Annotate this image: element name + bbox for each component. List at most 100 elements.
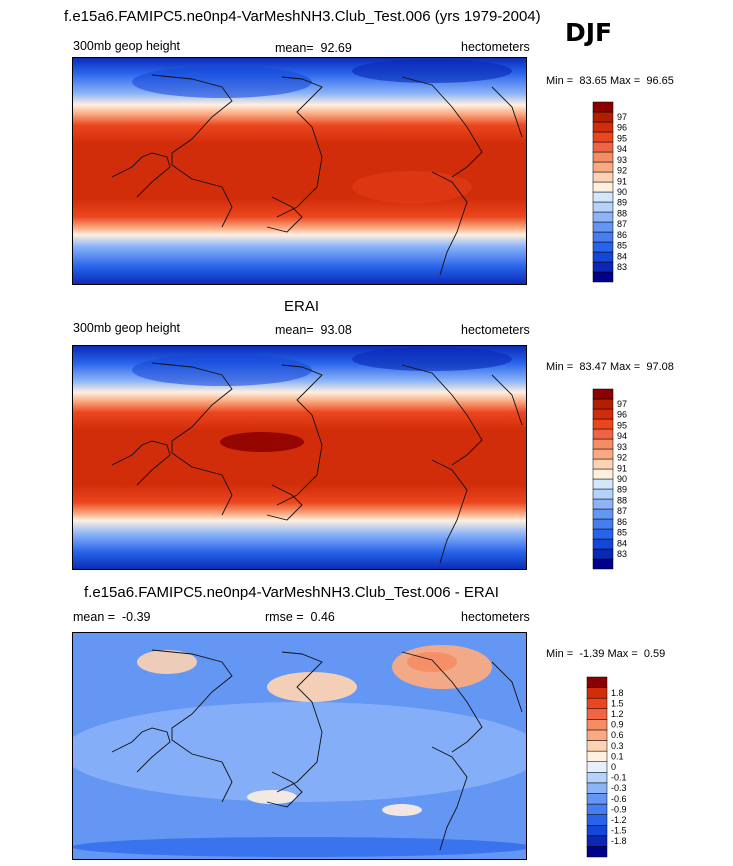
panel3-colorbar-tick-label: 0.1 xyxy=(611,751,624,761)
panel2-field-north-pacific-trough xyxy=(132,354,312,386)
panel1-colorbar-tick-label: 88 xyxy=(617,208,627,218)
panel2-colorbar-swatch xyxy=(592,458,614,470)
panel1-colorbar-swatch xyxy=(592,191,614,203)
panel2-units: hectometers xyxy=(461,323,530,337)
panel3-colorbar-swatch xyxy=(586,708,608,720)
panel3-colorbar-tick-label: 1.2 xyxy=(611,709,624,719)
panel3-colorbar-tick-label: 0 xyxy=(611,762,616,772)
panel1-colorbar-tick-label: 83 xyxy=(617,262,627,272)
panel3-colorbar-tick-label: 1.5 xyxy=(611,698,624,708)
panel2-colorbar-tick-label: 90 xyxy=(617,474,627,484)
panel3-colorbar-swatch xyxy=(586,803,608,815)
panel1-colorbar-swatch xyxy=(592,211,614,223)
panel2-colorbar-tick-label: 85 xyxy=(617,528,627,538)
panel3-colorbar-swatch xyxy=(586,772,608,784)
panel3-colorbar-swatch xyxy=(586,697,608,710)
panel3-colorbar-swatch xyxy=(586,676,608,688)
panel1-max-value: 96.65 xyxy=(646,75,674,87)
panel2-min-label: Min = xyxy=(546,361,574,373)
panel1-colorbar-tick-label: 87 xyxy=(617,219,627,229)
panel3-field-southern-positive-2 xyxy=(382,804,422,816)
panel2-colorbar-swatch xyxy=(592,418,614,430)
panel2-colorbar-tick-label: 84 xyxy=(617,538,627,548)
panel3-field-southern-positive-1 xyxy=(247,790,297,804)
panel2-colorbar-tick-label: 93 xyxy=(617,442,627,452)
panel1-mean-label: mean= xyxy=(275,41,314,55)
panel3-rmse-label: rmse = xyxy=(265,610,304,624)
panel2-colorbar-tick-label: 95 xyxy=(617,420,627,430)
panel1-colorbar-swatch xyxy=(592,141,614,153)
panel2-map xyxy=(72,345,527,570)
panel2-colorbar-tick-label: 91 xyxy=(617,463,627,473)
panel3-colorbar-swatch xyxy=(586,846,608,858)
panel3-field-tropical-band xyxy=(72,702,527,802)
panel1-map xyxy=(72,57,527,285)
panel1-colorbar-swatch xyxy=(592,251,614,263)
panel1-mean: mean= 92.69 xyxy=(275,41,352,55)
panel1-colorbar-swatch xyxy=(592,241,614,253)
panel1-minmax: Min = 83.65 Max = 96.65 xyxy=(546,75,674,87)
panel2-colorbar-swatch xyxy=(592,558,614,570)
panel2-minmax: Min = 83.47 Max = 97.08 xyxy=(546,361,674,373)
panel2-colorbar-swatch xyxy=(592,538,614,550)
panel2-colorbar-tick-label: 97 xyxy=(617,399,627,409)
panel1-colorbar-swatch xyxy=(592,111,614,123)
panel1-colorbar-swatch xyxy=(592,101,614,113)
panel2-min-value: 83.47 xyxy=(579,361,607,373)
panel1-colorbar-swatch xyxy=(592,201,614,213)
panel2-colorbar-swatch xyxy=(592,528,614,540)
panel1-colorbar-tick-label: 91 xyxy=(617,176,627,186)
panel2-colorbar-tick-label: 94 xyxy=(617,431,627,441)
panel3-colorbar-swatch xyxy=(586,782,608,794)
panel3-coastlines xyxy=(111,649,523,851)
panel3-colorbar-swatch xyxy=(586,824,608,837)
panel3-colorbar-swatch xyxy=(586,793,608,805)
panel1-units: hectometers xyxy=(461,40,530,54)
panel3-mean-label: mean = xyxy=(73,610,116,624)
panel3-colorbar-swatch xyxy=(586,719,608,731)
panel1-colorbar-swatch xyxy=(592,131,614,143)
panel2-field-siberian-low xyxy=(352,347,512,371)
panel2-colorbar-tick-label: 96 xyxy=(617,410,627,420)
panel3-colorbar-tick-label: 0.9 xyxy=(611,720,624,730)
panel2-colorbar-swatch xyxy=(592,478,614,490)
panel1-colorbar-tick-label: 90 xyxy=(617,187,627,197)
season-label: DJF xyxy=(565,18,613,47)
panel1-colorbar-swatch xyxy=(592,231,614,243)
panel3-max-value: 0.59 xyxy=(643,648,666,660)
panel3-units: hectometers xyxy=(461,610,530,624)
panel3-rmse: rmse = 0.46 xyxy=(265,610,335,624)
panel1-colorbar-tick-label: 89 xyxy=(617,198,627,208)
panel2-frame xyxy=(72,345,527,570)
panel2-colorbar-swatch xyxy=(592,408,614,420)
panel3-colorbar-swatch xyxy=(586,687,608,699)
panel1-mean-value: 92.69 xyxy=(320,41,352,55)
panel1-min-label: Min = xyxy=(546,75,574,87)
panel2-mean-label: mean= xyxy=(275,323,314,337)
panel3-frame xyxy=(72,632,527,860)
panel1-min-value: 83.65 xyxy=(579,75,607,87)
panel1-coastlines xyxy=(111,74,523,276)
panel2-colorbar-tick-label: 86 xyxy=(617,517,627,527)
panel1-field-north-pacific-trough xyxy=(132,66,312,98)
panel3-rmse-value: 0.46 xyxy=(310,610,335,624)
panel3-colorbar-swatch xyxy=(586,814,608,826)
panel1-variable-label: 300mb geop height xyxy=(73,39,181,53)
panel1-colorbar-swatch xyxy=(592,261,614,273)
panel2-field-warm-pool-max xyxy=(220,432,304,452)
panel3-colorbar-swatch xyxy=(586,761,608,773)
panel3-colorbar-tick-label: -1.5 xyxy=(611,826,627,836)
panel1-colorbar-tick-label: 92 xyxy=(617,166,627,176)
panel3-min-value: -1.39 xyxy=(579,648,605,660)
panel1-colorbar-tick-label: 86 xyxy=(617,230,627,240)
panel2-colorbar-tick-label: 83 xyxy=(617,549,627,559)
panel1-colorbar-tick-label: 93 xyxy=(617,155,627,165)
panel2-colorbar-swatch xyxy=(592,518,614,530)
panel3-colorbar-tick-label: -0.3 xyxy=(611,783,627,793)
panel3-mean-value: -0.39 xyxy=(122,610,151,624)
panel2-variable-label: 300mb geop height xyxy=(73,321,181,335)
panel2-colorbar-swatch xyxy=(592,498,614,510)
panel1-colorbar-tick-label: 97 xyxy=(617,112,627,122)
panel1-colorbar-swatch xyxy=(592,171,614,183)
